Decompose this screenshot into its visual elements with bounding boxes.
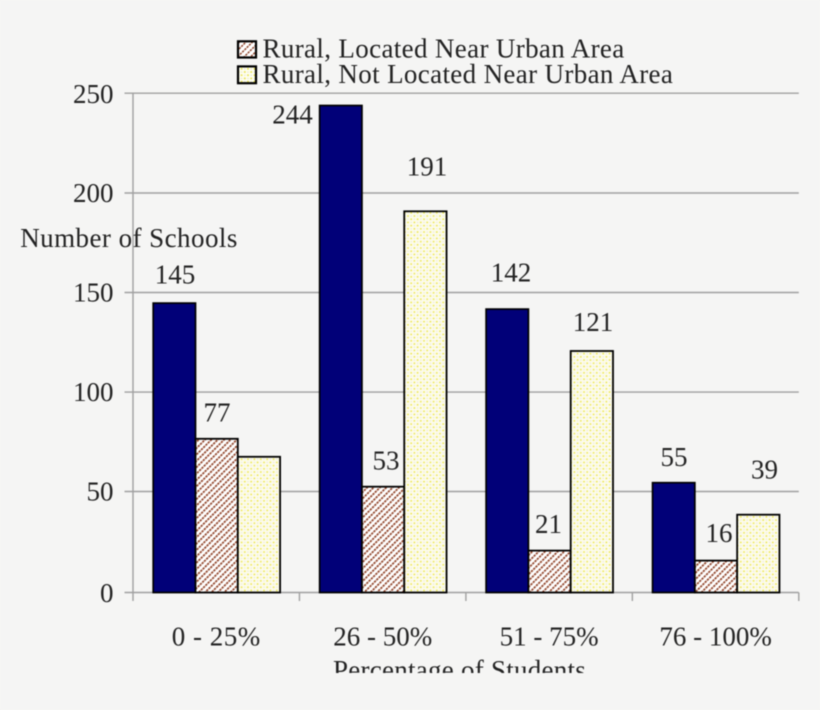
svg-text:142: 142: [491, 258, 532, 288]
svg-text:Rural, Located Near Urban Area: Rural, Located Near Urban Area: [263, 34, 625, 64]
svg-text:77: 77: [204, 398, 231, 428]
svg-text:244: 244: [272, 100, 313, 130]
svg-text:Number of Schools: Number of Schools: [20, 223, 238, 253]
svg-text:21: 21: [535, 509, 562, 539]
svg-text:250: 250: [73, 79, 114, 109]
svg-text:0 - 25%: 0 - 25%: [172, 622, 261, 652]
svg-text:145: 145: [155, 260, 196, 290]
svg-text:53: 53: [373, 446, 400, 476]
svg-text:150: 150: [73, 277, 114, 307]
svg-text:Rural, Not Located Near Urban: Rural, Not Located Near Urban Area: [263, 59, 674, 89]
svg-text:16: 16: [706, 518, 733, 548]
svg-text:51 - 75%: 51 - 75%: [500, 622, 599, 652]
svg-text:39: 39: [751, 455, 778, 485]
svg-text:26 - 50%: 26 - 50%: [333, 622, 432, 652]
svg-text:200: 200: [73, 178, 114, 208]
svg-text:0: 0: [100, 578, 114, 608]
svg-text:55: 55: [661, 442, 688, 472]
svg-text:50: 50: [87, 476, 114, 506]
svg-text:100: 100: [73, 377, 114, 407]
svg-text:76 - 100%: 76 - 100%: [659, 622, 771, 652]
svg-text:191: 191: [407, 152, 448, 182]
svg-text:121: 121: [573, 307, 614, 337]
